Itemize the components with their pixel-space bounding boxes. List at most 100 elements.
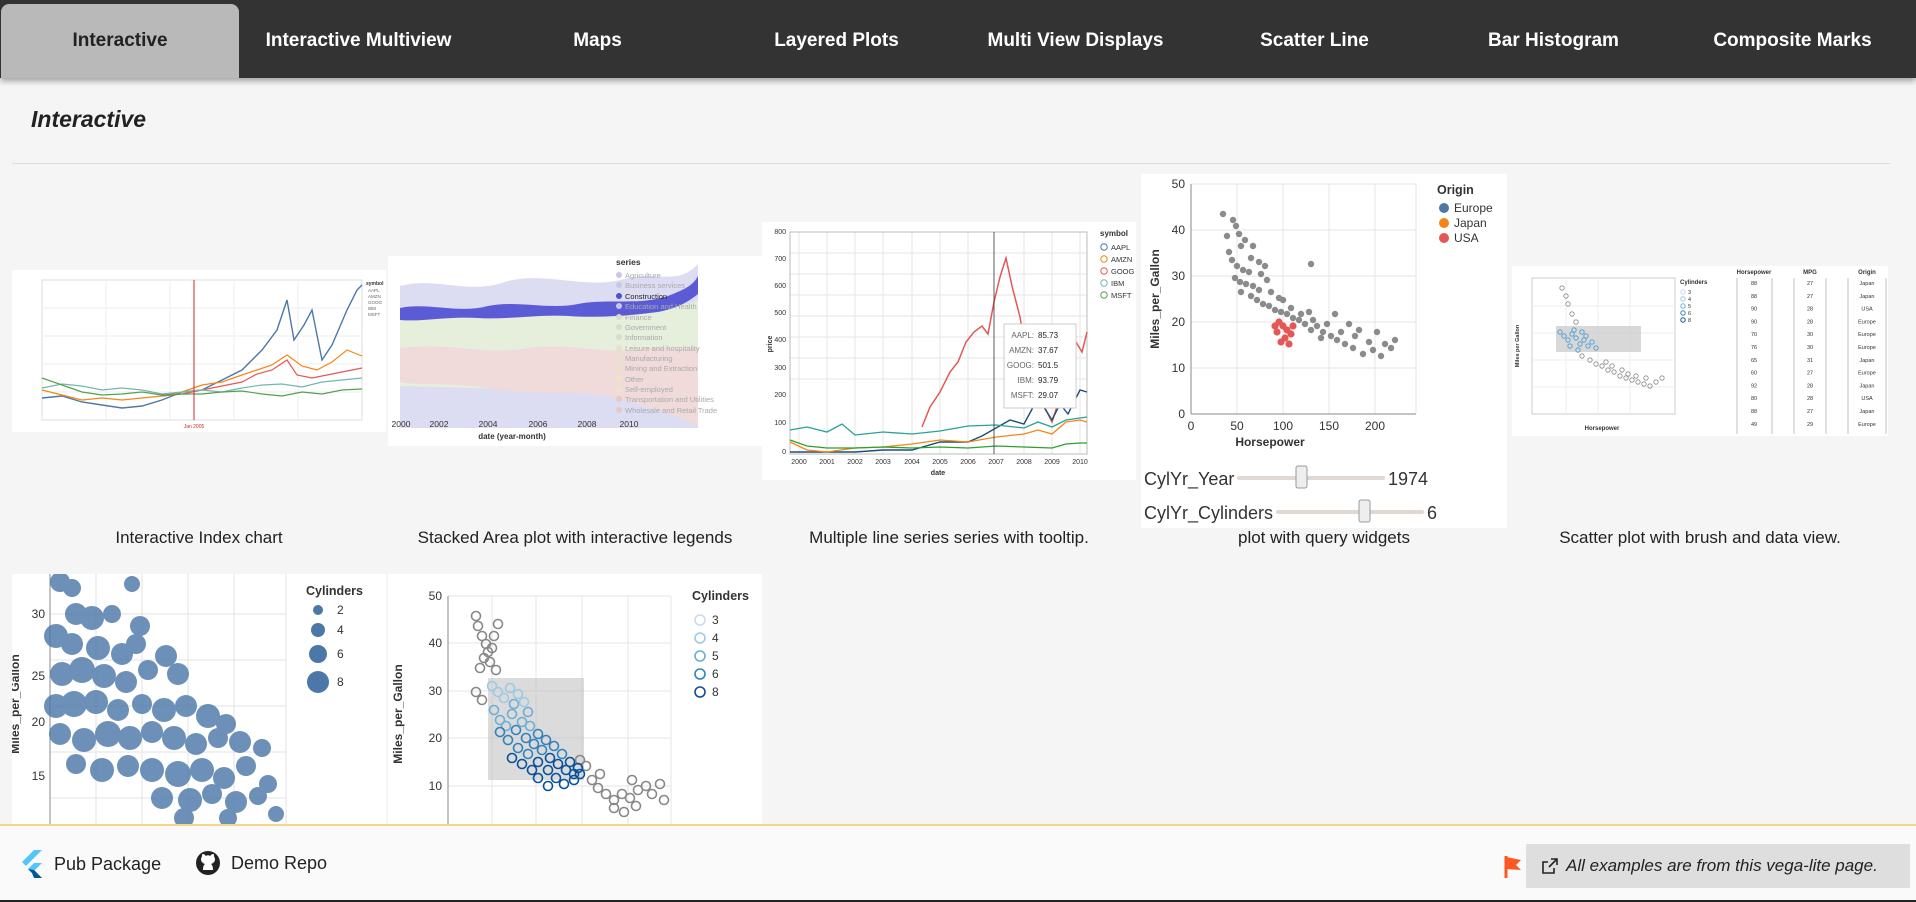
widget-cylinders-label: CylYr_Cylinders (1144, 503, 1273, 524)
flag-icon[interactable] (1504, 856, 1522, 878)
example-thumb-index-chart[interactable]: Jan 2005 symbol AAPL AMZN GOOG IBM MSFT (12, 270, 386, 432)
data-view-cell: 88 (1751, 409, 1757, 415)
svg-text:2001: 2001 (819, 459, 835, 466)
caption-multi-line-tooltip: Multiple line series series with tooltip… (809, 528, 1089, 547)
bubble-point (225, 791, 247, 813)
data-view-cell: Japan (1860, 383, 1875, 389)
bubble-point (50, 662, 74, 686)
svg-text:8: 8 (712, 685, 719, 699)
brush-scatter-point (592, 782, 604, 794)
bubble-point (115, 671, 137, 693)
brush-scatter-selected-point (532, 756, 544, 768)
widget-cylinders-thumb[interactable] (1358, 499, 1371, 523)
index-series-ibm (41, 377, 363, 395)
brush-scatter-selected-point (542, 780, 554, 792)
data-view-cell: 28 (1807, 383, 1813, 389)
brush-scatter-selected-point (520, 732, 532, 744)
tab-layered-plots[interactable]: Layered Plots (774, 30, 899, 51)
caption-stacked-area: Stacked Area plot with interactive legen… (417, 528, 733, 547)
data-view-cell: 27 (1807, 294, 1813, 300)
footer: Pub Package Demo Repo All examples are f… (0, 824, 1916, 900)
widget-cylinders-slider[interactable] (1276, 510, 1424, 514)
brush-scatter-selected-point (528, 738, 540, 750)
widget-year-thumb[interactable] (1295, 465, 1308, 489)
example-thumb-multi-line-tooltip[interactable]: 800 700 600 500 400 300 200 100 0 2000 2… (762, 222, 1136, 480)
svg-text:MSFT:: MSFT: (1011, 391, 1034, 400)
svg-text:IBM:: IBM: (1018, 376, 1034, 385)
svg-text:Horsepower: Horsepower (1737, 270, 1772, 276)
svg-text:6: 6 (337, 647, 344, 661)
index-series-amzn (41, 349, 363, 401)
tab-bar-histogram[interactable]: Bar Histogram (1488, 30, 1619, 51)
demo-repo-link[interactable]: Demo Repo (195, 850, 327, 876)
tab-interactive-multiview[interactable]: Interactive Multiview (265, 30, 452, 51)
svg-text:2010: 2010 (620, 419, 639, 429)
brush-scatter-point (630, 800, 642, 812)
svg-text:Europe: Europe (1454, 201, 1493, 215)
svg-text:400: 400 (774, 337, 786, 344)
svg-text:MPG: MPG (1803, 270, 1817, 276)
data-view-cell: 70 (1751, 332, 1757, 338)
brush-scatter-selected-point (506, 752, 518, 764)
data-view-cell: 49 (1751, 422, 1757, 428)
brush-scatter-point (658, 794, 670, 806)
svg-text:Finance: Finance (625, 313, 652, 322)
widget-year-slider[interactable] (1237, 476, 1385, 480)
svg-text:800: 800 (774, 229, 786, 236)
tab-scatter-line[interactable]: Scatter Line (1260, 30, 1369, 51)
bubble-point (268, 806, 284, 822)
svg-text:2004: 2004 (479, 419, 498, 429)
bubble-legend: 2 4 6 8 (307, 603, 344, 693)
bubble-point (175, 695, 197, 717)
top-nav: Interactive Interactive Multiview Maps L… (0, 0, 1916, 78)
brush-scatter-selected-point (502, 734, 514, 746)
example-thumb-stacked-area[interactable]: series Agriculture Business services Con… (388, 256, 762, 446)
svg-text:Manufacturing: Manufacturing (625, 354, 673, 363)
svg-text:Construction: Construction (625, 292, 667, 301)
svg-text:50: 50 (1172, 177, 1186, 191)
svg-text:30: 30 (1172, 269, 1186, 283)
stacked-x-ticks: 2000 2002 2004 2006 2008 2010 (392, 419, 639, 429)
svg-text:6: 6 (712, 667, 719, 681)
bubble-point (259, 775, 277, 793)
example-thumb-brush-data-view[interactable]: Miles per Gallon Horsepower Cylinders 3 … (1512, 266, 1888, 436)
svg-text:5: 5 (712, 649, 719, 663)
example-thumb-brush-scatter[interactable]: 50 40 30 20 10 Miles_per_Gallon Cylinder… (388, 574, 762, 824)
svg-text:2008: 2008 (1016, 459, 1032, 466)
multi-line-legend-title: symbol (1100, 229, 1128, 238)
svg-text:2010: 2010 (1072, 459, 1088, 466)
pub-package-link[interactable]: Pub Package (20, 850, 161, 878)
widget-cylinders-value: 6 (1427, 503, 1437, 523)
bubble-point (141, 721, 163, 743)
multi-line-msft (789, 439, 1087, 449)
svg-text:50: 50 (429, 589, 443, 603)
tab-multi-view-displays[interactable]: Multi View Displays (987, 30, 1164, 51)
bubble-point (124, 576, 140, 592)
svg-text:GOOG:: GOOG: (1007, 361, 1034, 370)
example-thumb-bubble-scatter[interactable]: 30 25 20 15 Miles_per_Gallon Cylinders 2… (8, 572, 386, 828)
example-thumb-query-widgets[interactable]: 50 40 30 20 10 0 0 50 100 150 200 Horsep… (1141, 174, 1507, 528)
tab-composite-marks[interactable]: Composite Marks (1713, 30, 1872, 51)
bubble-point (117, 755, 139, 777)
bubble-point (103, 605, 121, 623)
bubble-point (118, 726, 142, 750)
brush-scatter-point (608, 794, 620, 806)
section-title: Interactive (31, 106, 147, 132)
multi-line-tooltip: AAPL: 85.73 AMZN: 37.67 GOOG: 501.5 IBM: 93.… (1003, 323, 1077, 409)
brush-scatter-selected-point (506, 708, 518, 720)
bubble-point (63, 579, 81, 597)
brush-scatter-selected-point (516, 716, 528, 728)
svg-text:Self-employed: Self-employed (625, 385, 673, 394)
data-view-cell: USA (1861, 396, 1873, 402)
svg-text:2004: 2004 (904, 459, 920, 466)
svg-text:20: 20 (32, 715, 46, 729)
multi-line-legend: AAPL AMZN GOOG IBM MSFT (1100, 243, 1135, 300)
brush-scatter-svg: 50 40 30 20 10 Miles_per_Gallon Cylinder… (391, 589, 749, 824)
brush-scatter-point (600, 788, 612, 800)
tab-interactive[interactable]: Interactive (1, 4, 239, 78)
vega-lite-source-link[interactable]: All examples are from this vega-lite pag… (1526, 844, 1910, 888)
tab-maps[interactable]: Maps (573, 30, 622, 51)
brush-scatter-selected-point (556, 748, 568, 760)
data-view-cell: 27 (1807, 409, 1813, 415)
multi-line-y-label: price (767, 336, 774, 353)
